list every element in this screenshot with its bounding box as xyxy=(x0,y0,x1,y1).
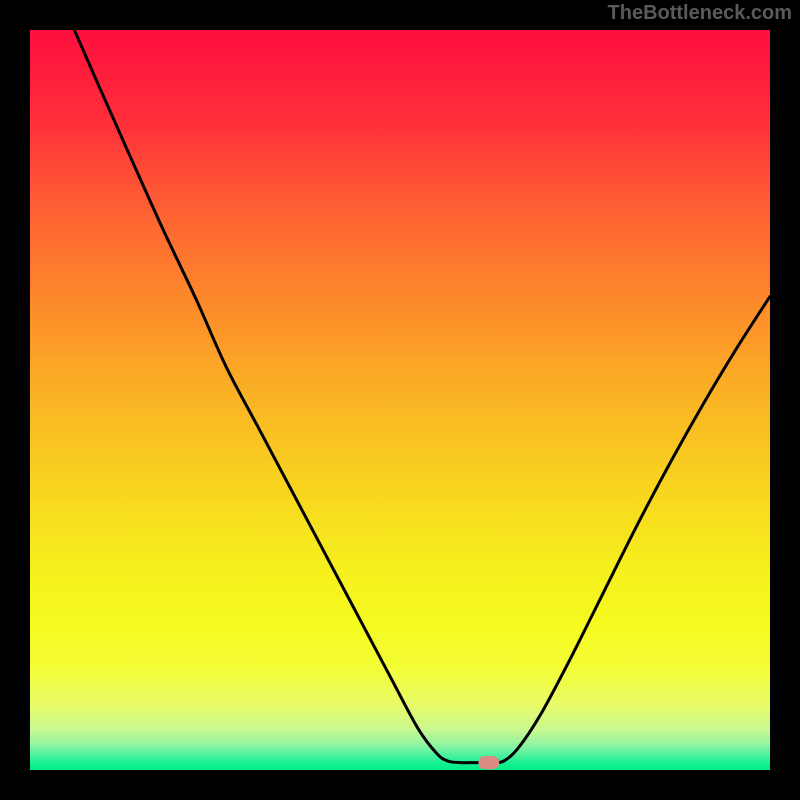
watermark-text: TheBottleneck.com xyxy=(608,2,792,25)
bottleneck-chart: TheBottleneck.com xyxy=(0,0,800,800)
chart-svg xyxy=(0,0,800,800)
plot-background-gradient xyxy=(30,30,770,770)
optimal-marker xyxy=(478,756,499,769)
